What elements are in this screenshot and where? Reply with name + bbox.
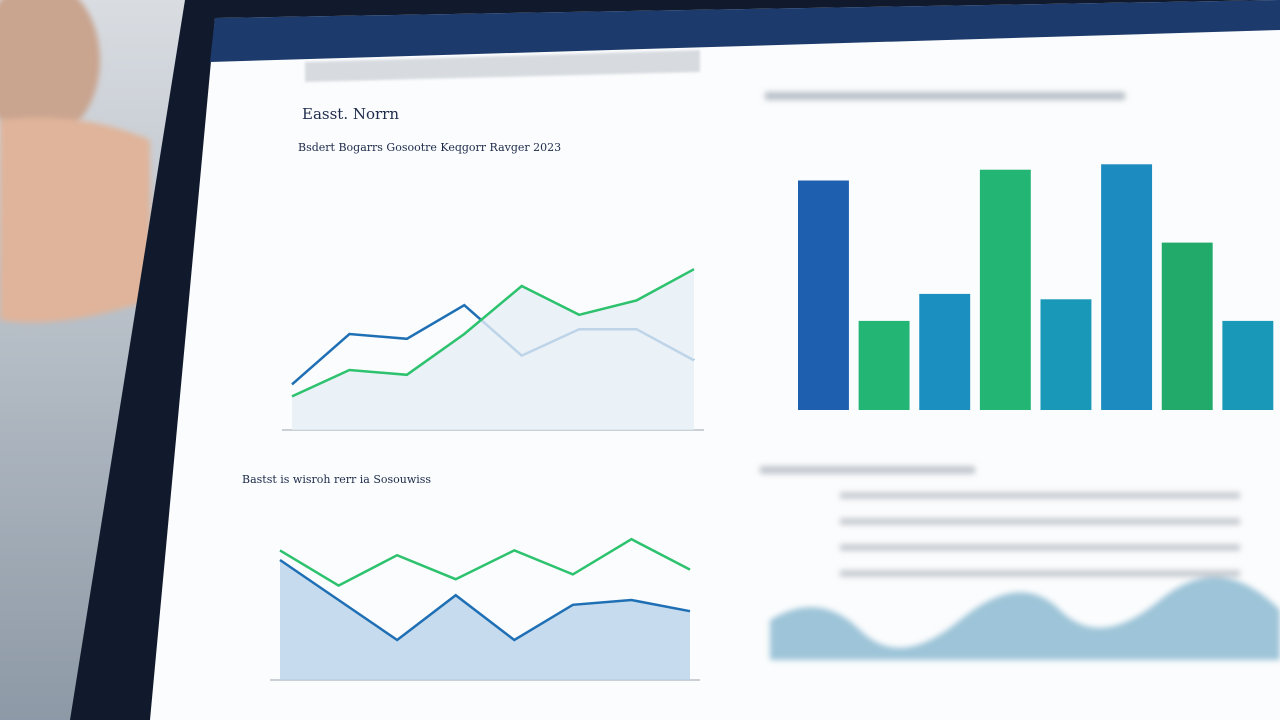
bar xyxy=(1040,299,1092,410)
line-series xyxy=(279,558,691,642)
bar xyxy=(919,293,971,410)
line-series xyxy=(291,268,695,398)
bar xyxy=(979,169,1031,410)
bar xyxy=(1222,320,1274,410)
bar xyxy=(858,320,910,410)
area-fill xyxy=(292,269,694,430)
person xyxy=(0,0,100,140)
hand xyxy=(0,117,150,323)
area-chart-title: Bastst is wisroh rerr ia Sosouwiss xyxy=(242,473,431,486)
line-series xyxy=(279,537,691,588)
tab-bar xyxy=(305,50,700,82)
bar xyxy=(1161,242,1213,410)
blurred-text xyxy=(760,92,1280,660)
area-fill xyxy=(280,560,690,680)
top-bar xyxy=(210,0,1280,62)
dashboard-subtitle: Bsdert Bogarrs Gosootre Keqgorr Ravger 2… xyxy=(298,141,561,154)
bar xyxy=(1101,164,1153,410)
bar xyxy=(798,180,849,410)
dashboard-title: Easst. Norrn xyxy=(302,105,399,123)
